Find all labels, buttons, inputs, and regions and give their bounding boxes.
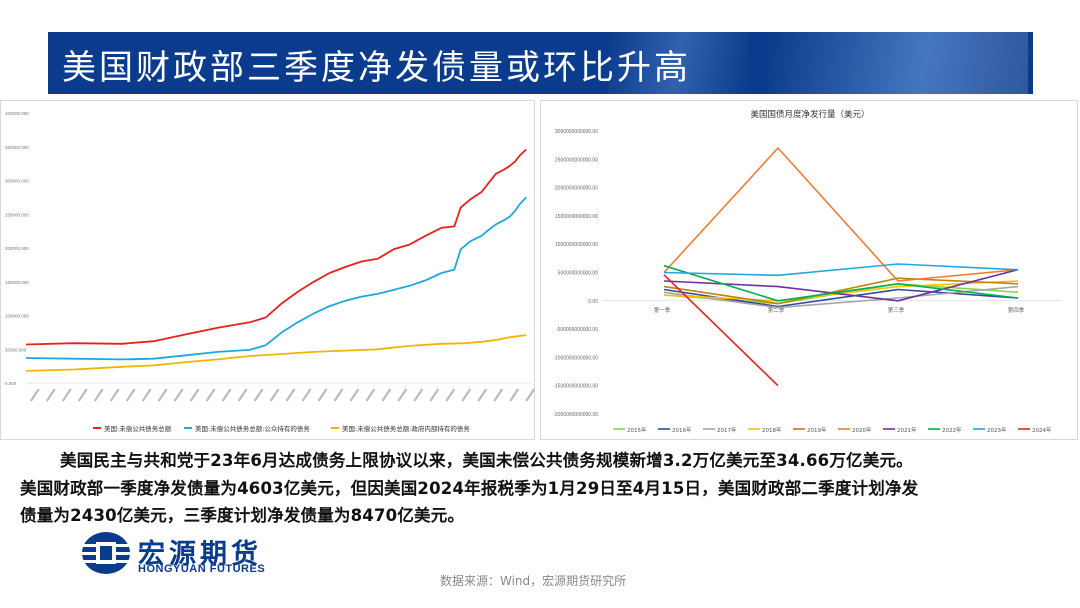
legend-label: 美国:未偿公共债务总额:公众持有的债务 [195, 424, 310, 433]
series-line-8 [663, 263, 1019, 277]
y-tick-label: 0.00 [588, 299, 598, 305]
y-tick-label: 500000000000.00 [558, 271, 599, 277]
data-source-note: 数据来源：Wind，宏源期货研究所 [440, 574, 627, 588]
title-banner: 美国财政部三季度净发债量或环比升高 [48, 32, 1033, 94]
x-tick-label [157, 388, 168, 402]
x-tick-label [77, 388, 88, 402]
company-logo: 宏源期货 HONGYUAN FUTURES [80, 530, 320, 578]
x-tick-label [93, 388, 104, 402]
chart-title: 美国国债月度净发行量（美元） [750, 109, 869, 120]
y-tick-label: 2000000000000.00 [555, 186, 598, 192]
x-tick-label [365, 388, 376, 402]
legend-label: 2017年 [717, 426, 737, 434]
x-tick-label [333, 388, 344, 402]
logo-english-name: HONGYUAN FUTURES [138, 563, 266, 575]
series-line-2 [663, 285, 1019, 309]
x-tick-label [445, 388, 456, 402]
title-banner-streak [768, 32, 1028, 94]
x-tick-label [189, 388, 200, 402]
series-line-2 [25, 334, 527, 372]
legend-label: 美国:未偿公共债务总额:政府内部持有的债务 [342, 424, 470, 433]
title-banner-streak [608, 32, 748, 94]
legend-label: 2018年 [762, 426, 782, 434]
series-line-0 [25, 148, 527, 346]
x-tick-label [413, 388, 424, 402]
x-tick-label: 第四季 [1008, 306, 1025, 314]
y-tick-label: 1000000000000.00 [555, 242, 598, 248]
series-line-5 [663, 147, 1019, 282]
logo-chinese-name: 宏源期货 [138, 539, 262, 570]
x-tick-label [381, 388, 392, 402]
series-line-1 [25, 196, 527, 361]
y-tick-label: 200000.000 [5, 246, 29, 251]
y-tick-label: 350000.000 [5, 145, 29, 150]
x-tick-label [237, 388, 248, 402]
x-tick-label [29, 388, 40, 402]
y-tick-label: 300000.000 [5, 179, 29, 184]
x-tick-label: 第三季 [888, 306, 905, 314]
paragraph-3: 债量为2430亿美元，三季度计划净发债量为8470亿美元。 [20, 506, 465, 525]
series-line-4 [663, 277, 1019, 305]
legend-label: 2020年 [852, 426, 872, 434]
x-tick-label [173, 388, 184, 402]
x-tick-label [349, 388, 360, 402]
x-tick-label [301, 388, 312, 402]
x-tick-label [461, 388, 472, 402]
y-tick-label: -500000000000.00 [556, 327, 598, 333]
quarterly-issuance-chart: 美国国债月度净发行量（美元） -2000000000000.00 -15000000… [540, 100, 1078, 440]
x-tick-label [269, 388, 280, 402]
x-tick-label [477, 388, 488, 402]
y-tick-label: -1000000000000.00 [553, 355, 598, 361]
legend-label: 2019年 [807, 426, 827, 434]
series-line-7 [663, 264, 1019, 302]
x-tick-label [493, 388, 504, 402]
x-tick-label [205, 388, 216, 402]
x-tick-label [253, 388, 264, 402]
legend-label: 2024年 [1032, 426, 1052, 434]
y-tick-label: 0.000 [5, 381, 17, 386]
x-tick-label [141, 388, 152, 402]
x-tick-label [525, 388, 536, 402]
y-tick-label: 250000.000 [5, 212, 29, 217]
debt-total-chart-svg: 0.000 50000.000 100000.000 150000.000 200000… [5, 111, 536, 433]
debt-total-chart: 0.000 50000.000 100000.000 150000.000 200000… [0, 100, 536, 440]
body-text: 美国民主与共和党于23年6月达成债务上限协议以来，美国未偿公共债务规模新增3.2… [20, 447, 1065, 530]
x-tick-label [397, 388, 408, 402]
y-tick-label: 1500000000000.00 [555, 214, 598, 220]
y-tick-label: -2000000000000.00 [553, 412, 598, 418]
legend-label: 2022年 [942, 426, 962, 434]
x-tick-label [45, 388, 56, 402]
legend-label: 2015年 [627, 426, 647, 434]
y-tick-label: 3000000000000.00 [555, 129, 598, 135]
y-tick-label: 400000.000 [5, 111, 29, 116]
x-tick-label [61, 388, 72, 402]
paragraph-2: 美国财政部一季度净发债量为4603亿美元，但因美国2024年报税季为1月29日至… [20, 478, 919, 498]
x-tick-label [109, 388, 120, 402]
legend-label: 2016年 [672, 426, 692, 434]
y-tick-label: 2500000000000.00 [555, 157, 598, 163]
y-tick-label: -1500000000000.00 [553, 384, 598, 390]
y-tick-label: 50000.000 [5, 347, 27, 352]
page-title: 美国财政部三季度净发债量或环比升高 [62, 48, 691, 88]
logo-emblem-icon [82, 532, 130, 574]
x-tick-label [509, 388, 520, 402]
x-tick-label [221, 388, 232, 402]
x-tick-label [285, 388, 296, 402]
legend-label: 2023年 [987, 426, 1007, 434]
x-tick-label [125, 388, 136, 402]
y-tick-label: 150000.000 [5, 280, 29, 285]
y-tick-label: 100000.000 [5, 314, 29, 319]
series-line-9 [663, 274, 779, 387]
legend-label: 美国:未偿公共债务总额 [104, 424, 172, 433]
x-tick-label [317, 388, 328, 402]
x-tick-label [429, 388, 440, 402]
x-tick-label: 第一季 [654, 306, 671, 314]
quarterly-issuance-chart-svg: 美国国债月度净发行量（美元） -2000000000000.00 -15000000… [553, 109, 1061, 434]
x-tick-label: 第二季 [768, 306, 785, 314]
paragraph-1: 美国民主与共和党于23年6月达成债务上限协议以来，美国未偿公共债务规模新增3.2… [60, 451, 913, 470]
legend-label: 2021年 [897, 426, 917, 434]
